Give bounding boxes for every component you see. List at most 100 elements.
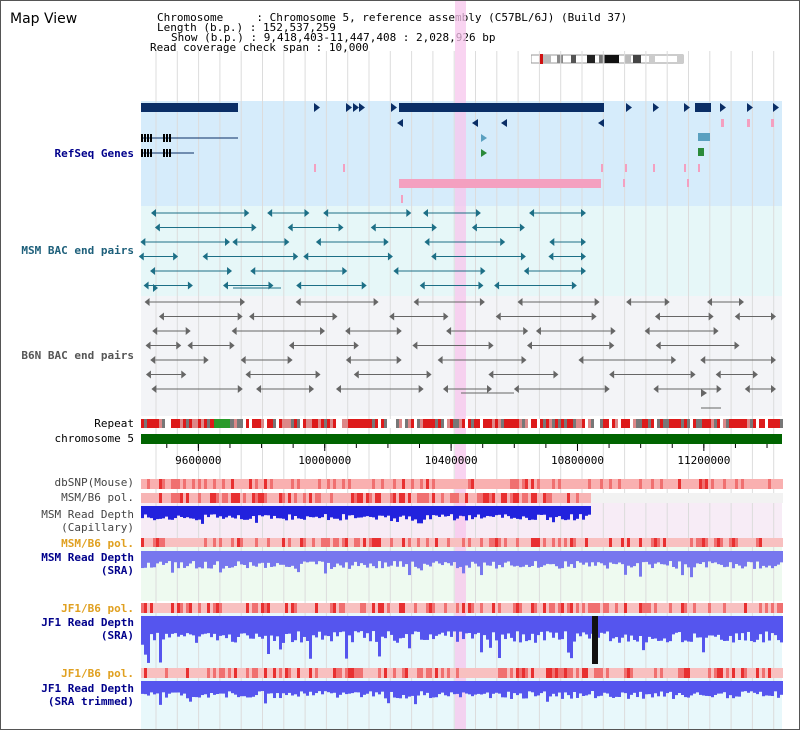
track-label-msm-bac[interactable]: MSM BAC end pairs	[21, 244, 134, 257]
gene-arrow[interactable]	[501, 119, 507, 127]
bac-end[interactable]	[581, 267, 586, 275]
bac-end[interactable]	[431, 223, 437, 232]
track-label-repeat[interactable]: Repeat	[94, 417, 134, 430]
gene-arrow[interactable]	[472, 119, 478, 127]
bac-end[interactable]	[486, 385, 492, 393]
bac-end[interactable]	[529, 209, 535, 217]
bac-end[interactable]	[771, 312, 776, 321]
bac-end[interactable]	[145, 370, 151, 379]
bac-end[interactable]	[771, 356, 776, 364]
bac-end[interactable]	[478, 281, 484, 290]
track-label-refseq[interactable]: RefSeq Genes	[54, 147, 134, 160]
bac-end[interactable]	[323, 209, 329, 217]
bac-end[interactable]	[383, 238, 389, 246]
bac-end[interactable]	[267, 209, 273, 217]
bac-end[interactable]	[443, 312, 449, 321]
gene-arrow[interactable]	[359, 103, 365, 112]
bac-end[interactable]	[519, 223, 525, 232]
bac-end[interactable]	[523, 267, 529, 275]
bac-end[interactable]	[187, 281, 193, 290]
bac-end[interactable]	[535, 327, 541, 335]
bac-end[interactable]	[315, 370, 321, 379]
gene-arrow[interactable]	[747, 103, 753, 112]
bac-end[interactable]	[771, 385, 776, 393]
bac-end[interactable]	[251, 223, 257, 232]
bac-end[interactable]	[653, 385, 659, 393]
track-label-jf1-depth-trimmed[interactable]: JF1 Read Depth (SRA trimmed)	[41, 682, 134, 708]
bac-end[interactable]	[527, 341, 533, 350]
gene-block[interactable]	[698, 133, 710, 141]
bac-end[interactable]	[284, 238, 290, 246]
bac-end[interactable]	[140, 238, 146, 246]
gene-marker[interactable]	[601, 164, 603, 172]
bac-end[interactable]	[707, 298, 713, 306]
gene-marker[interactable]	[401, 195, 403, 203]
gene-marker[interactable]	[771, 119, 774, 127]
bac-end[interactable]	[739, 298, 745, 306]
bac-end[interactable]	[655, 341, 661, 350]
bac-end[interactable]	[553, 370, 559, 379]
bac-end[interactable]	[387, 252, 393, 261]
bac-end[interactable]	[240, 356, 246, 364]
chromosome-ideogram[interactable]	[531, 54, 687, 64]
gene-marker[interactable]	[698, 164, 700, 172]
gene-arrow[interactable]	[626, 103, 632, 112]
track-label-jf1-depth-sra[interactable]: JF1 Read Depth (SRA)	[41, 616, 134, 642]
bac-end[interactable]	[604, 385, 610, 393]
track-label-jf1-b6-pol-2[interactable]: JF1/B6 pol.	[61, 667, 134, 680]
bac-end[interactable]	[480, 267, 486, 275]
bac-end[interactable]	[338, 223, 344, 232]
bac-end[interactable]	[517, 298, 523, 306]
bac-end[interactable]	[523, 327, 529, 335]
bac-end[interactable]	[422, 209, 428, 217]
bac-end[interactable]	[626, 298, 632, 306]
bac-end[interactable]	[150, 267, 156, 275]
bac-end[interactable]	[244, 209, 250, 217]
bac-end[interactable]	[609, 370, 615, 379]
bac-end[interactable]	[309, 385, 315, 393]
gene-arrow[interactable]	[773, 103, 779, 112]
bac-end[interactable]	[237, 312, 243, 321]
bac-end[interactable]	[353, 341, 359, 350]
bac-end[interactable]	[361, 281, 367, 290]
bac-end[interactable]	[315, 238, 321, 246]
bac-end[interactable]	[664, 298, 670, 306]
bac-end[interactable]	[176, 341, 182, 350]
bac-end[interactable]	[335, 385, 341, 393]
bac-end[interactable]	[185, 327, 191, 335]
bac-end[interactable]	[138, 252, 144, 261]
bac-end[interactable]	[393, 267, 399, 275]
bac-end[interactable]	[181, 370, 187, 379]
bac-end[interactable]	[744, 385, 750, 393]
selection-highlight[interactable]	[455, 1, 466, 730]
bac-end[interactable]	[353, 370, 359, 379]
gene-marker[interactable]	[343, 164, 345, 172]
bac-end[interactable]	[345, 327, 351, 335]
bac-end[interactable]	[442, 385, 448, 393]
gene-block[interactable]	[698, 148, 704, 156]
bac-end[interactable]	[713, 327, 719, 335]
bac-end[interactable]	[752, 370, 758, 379]
bac-end[interactable]	[513, 385, 519, 393]
bac-end[interactable]	[345, 356, 351, 364]
bac-end[interactable]	[389, 312, 395, 321]
bac-end[interactable]	[173, 252, 179, 261]
chromosome-bar[interactable]	[141, 434, 782, 444]
bac-end[interactable]	[151, 385, 157, 393]
bac-end[interactable]	[227, 267, 233, 275]
bac-end[interactable]	[158, 312, 164, 321]
bac-end[interactable]	[424, 238, 430, 246]
gene-block[interactable]	[399, 103, 604, 112]
bac-end[interactable]	[654, 312, 660, 321]
gene-marker[interactable]	[314, 164, 316, 172]
track-label-msm-b6-pol[interactable]: MSM/B6 pol.	[61, 491, 134, 504]
bac-end[interactable]	[609, 341, 615, 350]
bac-end[interactable]	[240, 298, 246, 306]
gene-arrow[interactable]	[314, 103, 320, 112]
bac-end[interactable]	[734, 312, 740, 321]
gene-marker[interactable]	[684, 164, 686, 172]
bac-end[interactable]	[471, 223, 477, 232]
bac-end[interactable]	[475, 209, 481, 217]
gene-arrow[interactable]	[353, 103, 359, 112]
